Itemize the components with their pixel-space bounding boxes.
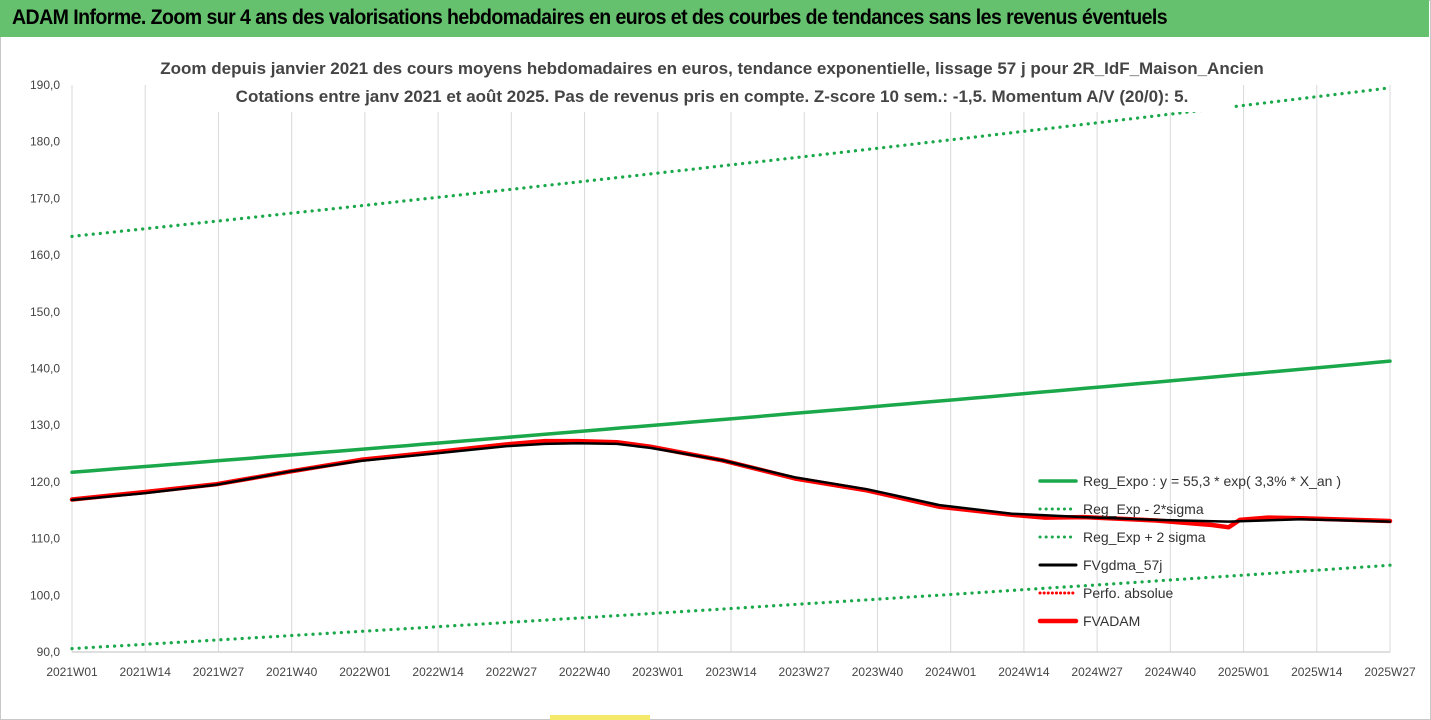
y-tick-label: 100,0 <box>30 588 60 602</box>
header-bar: ADAM Informe. Zoom sur 4 ans des valoris… <box>0 0 1429 37</box>
x-axis-ticks: 2021W01 2021W14 2021W27 2021W40 2022W01 2022W… <box>46 665 1416 679</box>
x-tick-label: 2024W40 <box>1145 665 1197 679</box>
legend-label: Reg_Exp - 2*sigma <box>1083 501 1204 517</box>
legend-label: Reg_Expo : y = 55,3 * exp( 3,3% * X_an ) <box>1083 473 1341 489</box>
y-tick-label: 130,0 <box>30 418 60 432</box>
y-tick-label: 110,0 <box>31 532 60 546</box>
x-tick-label: 2023W01 <box>632 665 684 679</box>
x-tick-label: 2023W27 <box>779 665 831 679</box>
page-title: ADAM Informe. Zoom sur 4 ans des valoris… <box>12 6 1168 29</box>
subtitle-background <box>192 57 1232 112</box>
series-line <box>70 86 1392 238</box>
x-tick-label: 2025W01 <box>1218 665 1270 679</box>
x-tick-label: 2025W27 <box>1364 665 1416 679</box>
series-line <box>70 359 1392 475</box>
legend-label: Perfo. absolue <box>1083 585 1173 601</box>
bottom-accent-bar <box>550 715 650 720</box>
x-tick-label: 2025W14 <box>1291 665 1343 679</box>
x-tick-label: 2021W01 <box>46 665 98 679</box>
y-axis-ticks: 90,0 100,0 110,0 120,0 130,0 140,0 150,0 160,0 1… <box>30 78 60 659</box>
y-tick-label: 90,0 <box>37 645 61 659</box>
legend-label: Reg_Exp + 2 sigma <box>1083 529 1206 545</box>
x-tick-label: 2024W14 <box>998 665 1050 679</box>
legend: Reg_Expo : y = 55,3 * exp( 3,3% * X_an )… <box>1037 473 1341 629</box>
y-tick-label: 140,0 <box>30 362 60 376</box>
x-tick-label: 2023W40 <box>852 665 904 679</box>
x-tick-label: 2021W27 <box>193 665 245 679</box>
series-line <box>70 563 1392 651</box>
y-tick-label: 160,0 <box>30 248 60 262</box>
legend-label: FVADAM <box>1083 613 1140 629</box>
chart-subtitle-line1: Zoom depuis janvier 2021 des cours moyen… <box>160 59 1263 78</box>
line-chart: Zoom depuis janvier 2021 des cours moyen… <box>30 57 1416 679</box>
y-tick-label: 190,0 <box>30 78 60 92</box>
series-layer <box>69 86 1393 651</box>
x-tick-label: 2021W40 <box>266 665 318 679</box>
x-tick-label: 2022W27 <box>486 665 538 679</box>
x-tick-label: 2021W14 <box>120 665 172 679</box>
chart-subtitle-line2: Cotations entre janv 2021 et août 2025. … <box>236 87 1189 106</box>
x-tick-label: 2024W01 <box>925 665 977 679</box>
legend-label: FVgdma_57j <box>1083 557 1162 573</box>
series-line <box>70 442 1392 523</box>
x-tick-label: 2022W14 <box>412 665 464 679</box>
x-tick-label: 2022W01 <box>339 665 391 679</box>
y-tick-label: 170,0 <box>30 191 60 205</box>
grid <box>71 85 1391 653</box>
x-tick-label: 2024W27 <box>1071 665 1123 679</box>
y-tick-label: 180,0 <box>30 135 60 149</box>
x-tick-label: 2023W14 <box>705 665 757 679</box>
y-tick-label: 120,0 <box>30 475 60 489</box>
x-tick-label: 2022W40 <box>559 665 611 679</box>
y-tick-label: 150,0 <box>30 305 60 319</box>
